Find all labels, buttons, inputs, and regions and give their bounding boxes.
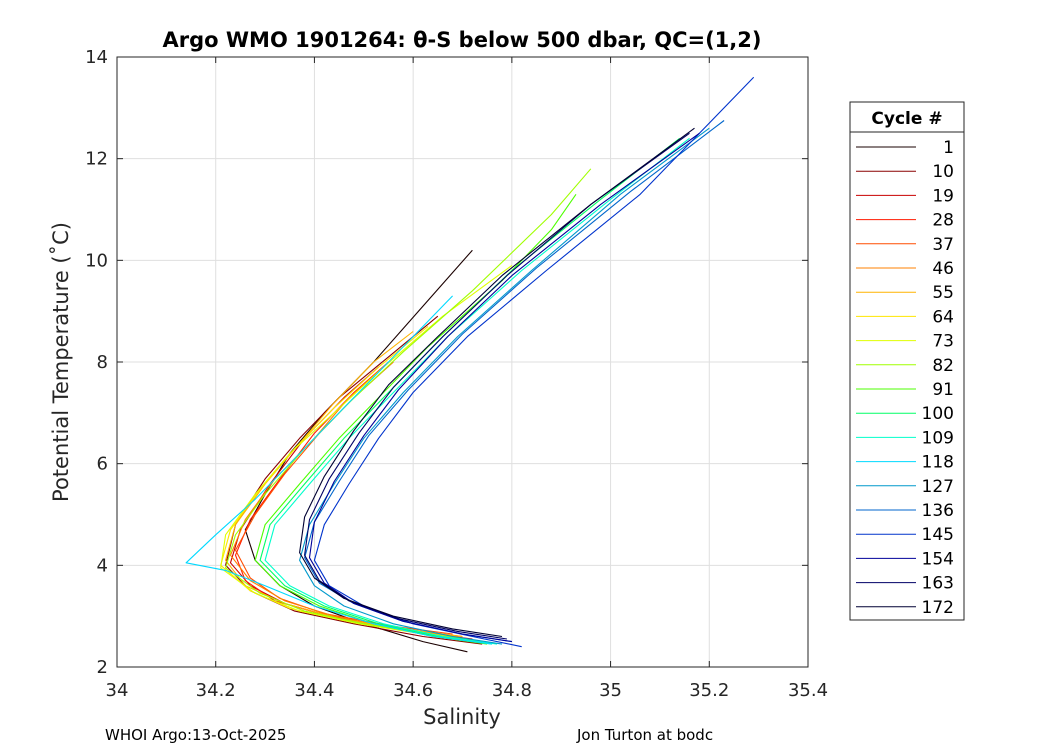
legend-title: Cycle # xyxy=(871,109,942,129)
legend-label: 28 xyxy=(932,211,954,231)
legend-label: 118 xyxy=(922,453,954,473)
chart-title: Argo WMO 1901264: θ-S below 500 dbar, QC… xyxy=(163,28,762,52)
series-line-cycle-118 xyxy=(185,295,493,645)
footer-right: Jon Turton at bodc xyxy=(577,726,714,744)
legend-label: 172 xyxy=(922,598,954,618)
legend-box xyxy=(849,101,965,621)
legend-label: 127 xyxy=(922,477,954,497)
legend-label: 19 xyxy=(932,186,954,206)
x-tick-label: 34.2 xyxy=(196,680,236,701)
legend-label: 91 xyxy=(932,380,954,400)
x-tick-label: 34.8 xyxy=(492,680,532,701)
series-line-cycle-154 xyxy=(308,132,700,643)
legend-label: 82 xyxy=(932,356,954,376)
legend-label: 55 xyxy=(932,283,954,303)
legend-label: 10 xyxy=(932,162,954,182)
x-tick-label: 34.4 xyxy=(294,680,334,701)
legend-label: 64 xyxy=(932,307,954,327)
y-tick-label: 14 xyxy=(85,47,108,68)
legend-label: 145 xyxy=(922,525,954,545)
series-line-cycle-109 xyxy=(264,137,690,645)
y-tick-label: 4 xyxy=(97,555,108,576)
series-line-cycle-82 xyxy=(225,168,592,643)
x-axis-label: Salinity xyxy=(423,705,501,729)
series-line-cycle-145 xyxy=(313,76,755,648)
y-tick-label: 10 xyxy=(85,250,108,271)
series-line-cycle-10 xyxy=(225,315,483,645)
y-tick-label: 6 xyxy=(97,454,108,475)
legend-label: 154 xyxy=(922,549,954,569)
legend-label: 1 xyxy=(943,138,954,158)
x-tick-label: 35.4 xyxy=(788,680,828,701)
y-tick-label: 12 xyxy=(85,149,108,170)
legend-label: 100 xyxy=(922,404,954,424)
y-tick-label: 8 xyxy=(97,352,108,373)
y-axis-ticks: 2 4 6 8 10 12 14 xyxy=(85,47,808,678)
x-tick-label: 34.6 xyxy=(393,680,433,701)
x-axis-ticks: 34 34.2 34.4 34.6 34.8 35 35.2 35.4 xyxy=(106,57,828,701)
series-line-cycle-127 xyxy=(299,127,710,645)
legend-label: 46 xyxy=(932,259,954,279)
series-line-cycle-163 xyxy=(304,132,690,640)
legend-label: 73 xyxy=(932,332,954,352)
y-tick-label: 2 xyxy=(97,657,108,678)
footer-left: WHOI Argo:13-Oct-2025 xyxy=(105,726,287,744)
data-series xyxy=(185,76,755,653)
legend-items: 1 10 19 28 37 46 55 64 73 82 91 100 109 118 127 136 145 1… xyxy=(856,138,954,618)
x-tick-label: 34 xyxy=(106,680,129,701)
x-tick-label: 35.2 xyxy=(689,680,729,701)
series-line-cycle-46 xyxy=(229,366,458,638)
legend-label: 37 xyxy=(932,235,954,255)
y-axis-label: Potential Temperature (˚C) xyxy=(49,222,73,502)
legend-label: 109 xyxy=(922,428,954,448)
legend-label: 136 xyxy=(922,501,954,521)
legend-label: 163 xyxy=(922,574,954,594)
series-line-cycle-172 xyxy=(299,127,695,638)
legend: Cycle # 1 10 19 28 37 46 55 64 73 82 91 100 109 118 12… xyxy=(849,101,965,621)
x-tick-label: 35 xyxy=(599,680,622,701)
